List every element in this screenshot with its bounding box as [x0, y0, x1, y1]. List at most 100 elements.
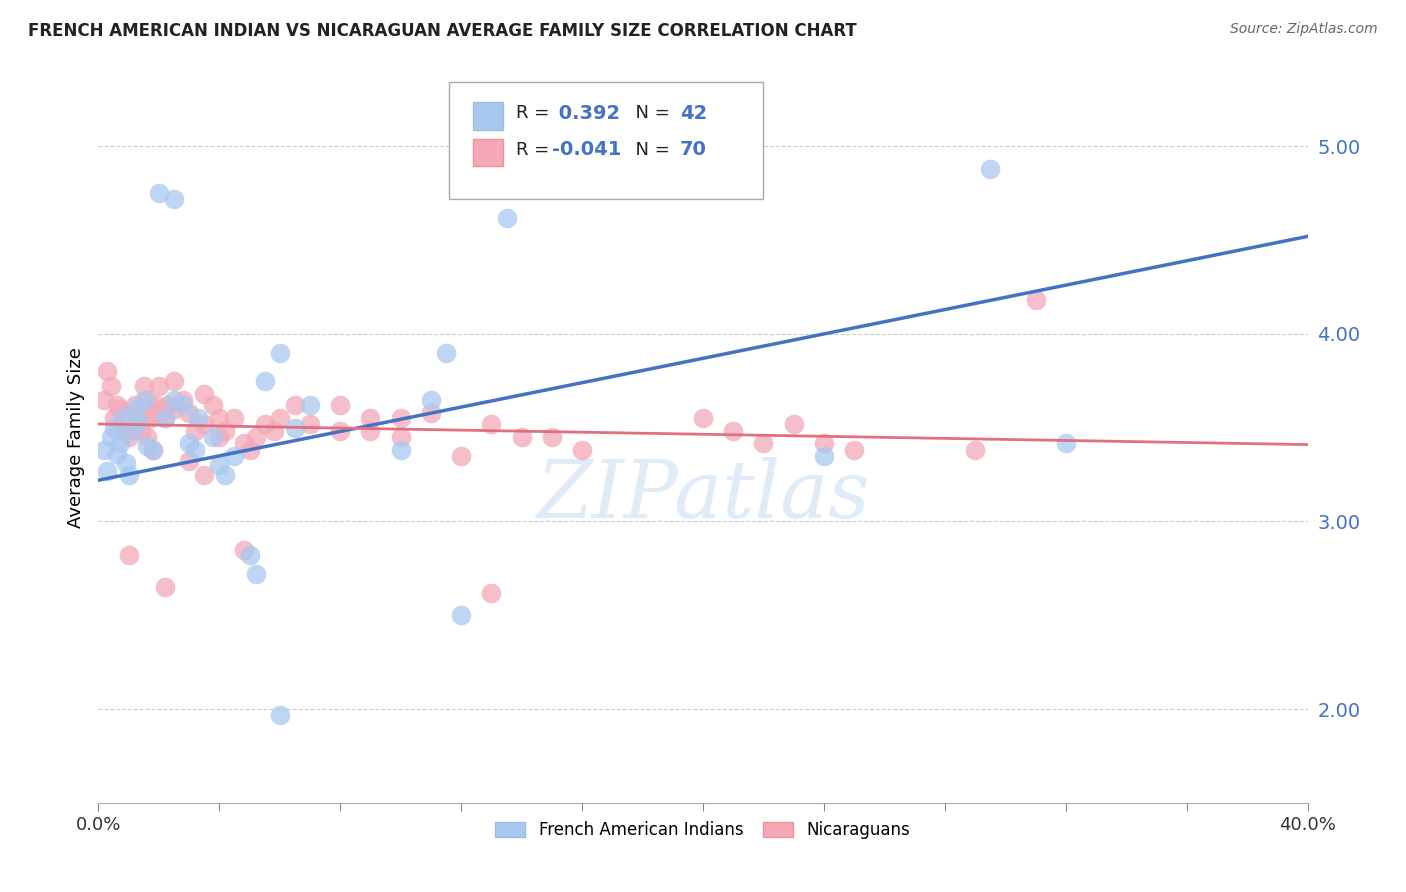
Point: [153, 580, 176, 594]
Point: [214, 425, 236, 439]
Point: [510, 430, 533, 444]
Point: [571, 443, 593, 458]
Point: [145, 398, 167, 412]
Point: [495, 211, 517, 225]
Point: [127, 411, 149, 425]
Point: [450, 449, 472, 463]
Point: [111, 411, 134, 425]
Point: [202, 398, 225, 412]
Point: [329, 398, 352, 412]
Point: [179, 454, 201, 468]
Point: [132, 392, 155, 407]
Point: [253, 374, 276, 388]
Point: [208, 458, 231, 473]
Y-axis label: Average Family Size: Average Family Size: [66, 347, 84, 527]
Point: [135, 440, 157, 454]
Point: [434, 345, 457, 359]
Point: [172, 392, 194, 407]
Point: [979, 161, 1001, 176]
Point: [142, 406, 165, 420]
Point: [389, 430, 412, 444]
Point: [1024, 293, 1046, 308]
Point: [184, 443, 207, 458]
Point: [108, 401, 131, 416]
Point: [100, 430, 122, 444]
Point: [93, 392, 115, 407]
Point: [184, 425, 207, 439]
Point: [450, 608, 472, 623]
Point: [481, 586, 503, 600]
Point: [193, 387, 215, 401]
Text: 42: 42: [681, 103, 707, 122]
Point: [114, 456, 136, 470]
Point: [111, 425, 134, 439]
Point: [214, 467, 236, 482]
Point: [124, 401, 146, 416]
Legend: French American Indians, Nicaraguans: French American Indians, Nicaraguans: [489, 814, 917, 846]
Point: [132, 379, 155, 393]
FancyBboxPatch shape: [474, 138, 503, 167]
Point: [193, 467, 215, 482]
Point: [224, 411, 246, 425]
Point: [187, 411, 209, 425]
Point: [813, 449, 835, 463]
Point: [103, 420, 125, 434]
Point: [284, 420, 307, 434]
Point: [723, 425, 745, 439]
Point: [118, 467, 141, 482]
Point: [179, 406, 201, 420]
Text: FRENCH AMERICAN INDIAN VS NICARAGUAN AVERAGE FAMILY SIZE CORRELATION CHART: FRENCH AMERICAN INDIAN VS NICARAGUAN AVE…: [28, 22, 856, 40]
Point: [118, 430, 141, 444]
Point: [150, 401, 173, 416]
Point: [389, 443, 412, 458]
Point: [269, 345, 291, 359]
Point: [148, 186, 170, 201]
Point: [239, 443, 262, 458]
Point: [208, 430, 231, 444]
Point: [844, 443, 866, 458]
Point: [139, 411, 162, 425]
Point: [163, 392, 186, 407]
Text: 0.392: 0.392: [551, 103, 620, 122]
Text: ZIPatlas: ZIPatlas: [536, 457, 870, 534]
Point: [142, 443, 165, 458]
Point: [284, 398, 307, 412]
Point: [105, 447, 128, 461]
Point: [118, 548, 141, 562]
Point: [163, 192, 186, 206]
Point: [481, 417, 503, 431]
Text: R =: R =: [516, 141, 554, 159]
Text: R =: R =: [516, 104, 554, 122]
Point: [105, 398, 128, 412]
Point: [129, 425, 152, 439]
Text: -0.041: -0.041: [551, 140, 621, 159]
Point: [420, 392, 443, 407]
Point: [114, 417, 136, 431]
Text: 70: 70: [681, 140, 707, 159]
Point: [156, 398, 179, 412]
FancyBboxPatch shape: [474, 102, 503, 130]
Text: N =: N =: [624, 104, 676, 122]
Point: [208, 411, 231, 425]
Point: [172, 398, 194, 412]
Point: [148, 379, 170, 393]
Point: [692, 411, 714, 425]
Point: [153, 411, 176, 425]
Point: [202, 430, 225, 444]
Point: [752, 435, 775, 450]
Point: [1054, 435, 1077, 450]
Point: [108, 435, 131, 450]
Text: N =: N =: [624, 141, 676, 159]
Point: [100, 379, 122, 393]
Point: [124, 398, 146, 412]
Point: [96, 464, 118, 478]
Point: [163, 374, 186, 388]
Point: [269, 707, 291, 722]
Point: [232, 542, 254, 557]
Point: [253, 417, 276, 431]
Point: [121, 425, 143, 439]
Point: [263, 425, 285, 439]
Point: [153, 411, 176, 425]
Point: [245, 566, 267, 581]
Point: [179, 435, 201, 450]
